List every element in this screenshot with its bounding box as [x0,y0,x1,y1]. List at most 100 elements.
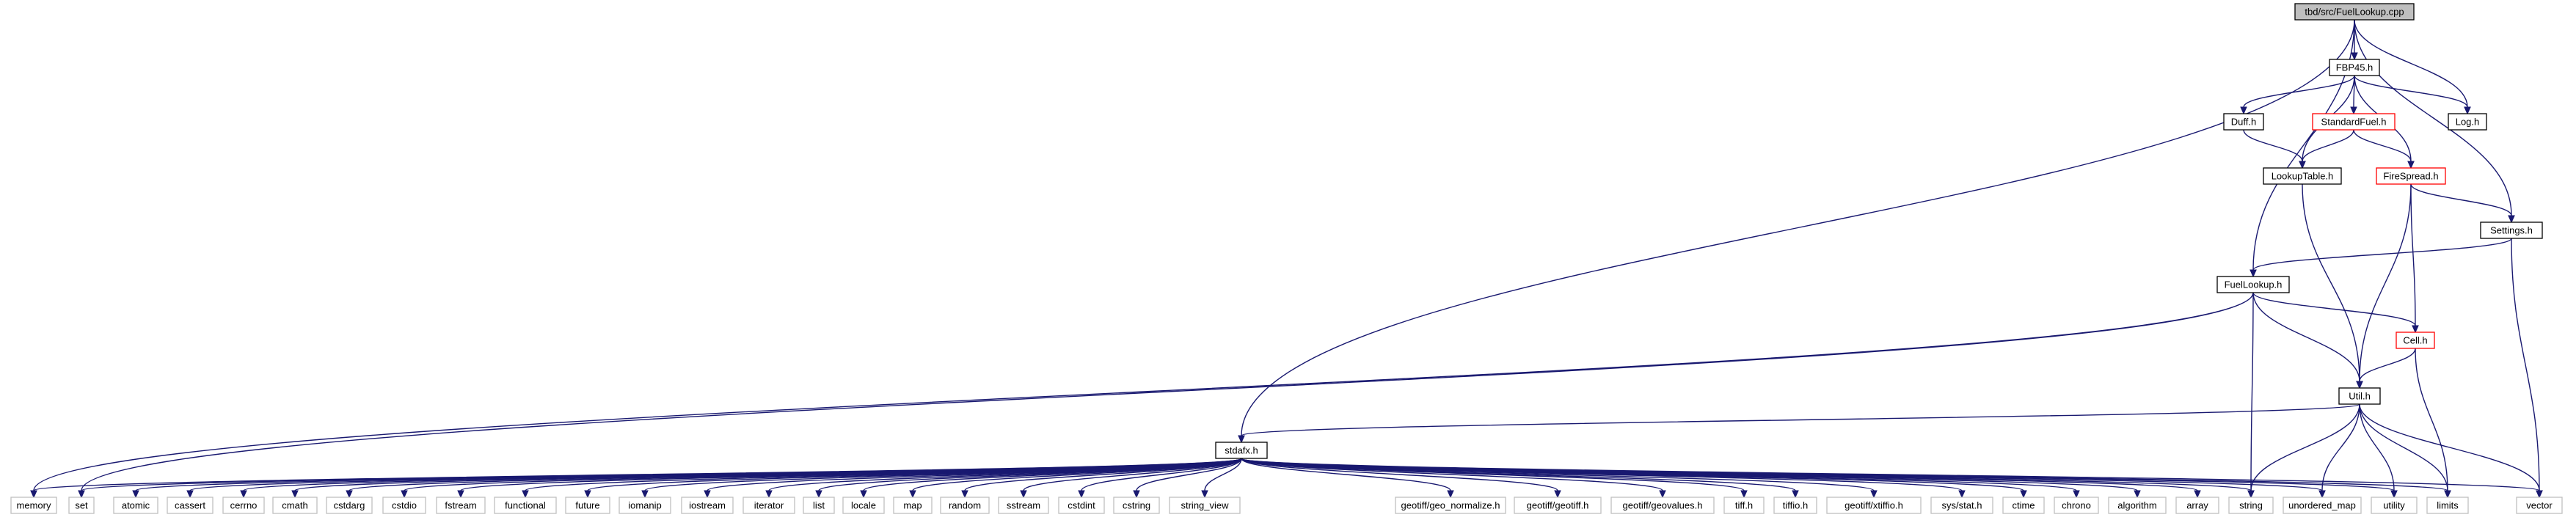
edge-stdafx-to-cstdio [404,458,1242,491]
edge-arrowhead-stdafx-to-cstdio [401,490,408,499]
edge-standardfuel-to-firespread [2353,129,2412,162]
node-list: list [803,497,835,514]
node-string: string [2228,497,2274,514]
node-box-root [2294,3,2415,21]
edge-util-to-unordered_map [2321,403,2360,491]
edge-cell-to-limits [2415,348,2448,491]
node-label-log: Log.h [2456,117,2480,128]
node-label-functional: functional [505,500,546,511]
edge-arrowhead-stdafx-to-string [2247,490,2255,499]
node-log[interactable]: Log.h [2448,113,2487,131]
edge-arrowhead-stdafx-to-xtiffio [1870,490,1878,499]
node-iomanip: iomanip [619,497,671,514]
node-label-limits: limits [2437,500,2459,511]
edge-fuellookup-to-set [81,292,2254,491]
node-fstream: fstream [436,497,486,514]
edge-arrowhead-stdafx-to-iomanip [641,490,649,499]
node-label-locale: locale [851,500,876,511]
node-label-set: set [75,500,88,511]
edge-stdafx-to-string_view [1204,458,1242,491]
node-box-iostream [681,497,734,514]
node-cstdio: cstdio [382,497,426,514]
node-box-atomic [113,497,158,514]
node-cassert: cassert [167,497,214,514]
node-label-tiff_h: tiff.h [1735,500,1753,511]
node-utility: utility [2371,497,2418,514]
node-cstdarg: cstdarg [326,497,373,514]
node-box-functional [494,497,557,514]
edge-arrowhead-root-to-fbp45 [2351,52,2358,61]
edge-arrowhead-stdafx-to-cstdarg [346,490,353,499]
edge-arrowhead-stdafx-to-cstdint [1078,490,1085,499]
node-cell[interactable]: Cell.h [2396,332,2435,349]
node-set: set [68,497,95,514]
node-string_view: string_view [1169,497,1241,514]
edge-arrowhead-stdafx-to-future [584,490,591,499]
node-fbp45[interactable]: FBP45.h [2329,59,2380,76]
node-firespread[interactable]: FireSpread.h [2376,167,2446,185]
edge-fbp45-to-log [2354,75,2468,108]
node-cstdint: cstdint [1058,497,1105,514]
node-root[interactable]: tbd/src/FuelLookup.cpp [2294,3,2415,21]
node-box-log [2448,113,2487,131]
edge-arrowhead-stdafx-to-locale [860,490,867,499]
node-label-cassert: cassert [175,500,205,511]
node-unordered_map: unordered_map [2283,497,2362,514]
edge-arrowhead-fbp45-to-duff [2240,106,2247,115]
node-map: map [893,497,933,514]
node-box-set [68,497,95,514]
edge-arrowhead-stdafx-to-memory [30,490,37,499]
edge-arrowhead-settings-to-fuellookup [2250,269,2257,278]
node-box-vector [2516,497,2563,514]
edge-arrowhead-cell-to-util [2356,381,2363,389]
node-box-cstdio [382,497,426,514]
node-box-geotiff_h [1514,497,1602,514]
node-label-string_view: string_view [1181,500,1229,511]
node-box-map [893,497,933,514]
node-box-xtiffio [1826,497,1922,514]
node-duff[interactable]: Duff.h [2223,113,2264,131]
node-cerrno: cerrno [222,497,265,514]
node-locale: locale [842,497,885,514]
edge-arrowhead-stdafx-to-algorithm [2134,490,2141,499]
node-box-fstream [436,497,486,514]
edge-arrowhead-stdafx-to-fstream [457,490,464,499]
edge-fuellookup-to-memory [33,292,2254,491]
edge-util-to-stdafx [1241,403,2360,436]
node-label-stdafx: stdafx.h [1225,445,1258,456]
node-box-cell [2396,332,2435,349]
node-box-chrono [2054,497,2099,514]
node-geo_normalize: geotiff/geo_normalize.h [1395,497,1506,514]
node-box-tiff_h [1723,497,1765,514]
node-fuellookup[interactable]: FuelLookup.h [2216,276,2290,293]
node-lookuptable[interactable]: LookupTable.h [2263,167,2342,185]
node-label-fbp45: FBP45.h [2336,62,2374,73]
node-label-firespread: FireSpread.h [2383,171,2438,182]
node-util[interactable]: Util.h [2338,387,2381,405]
edge-arrowhead-stdafx-to-tiffio_h [1792,490,1799,499]
node-label-chrono: chrono [2062,500,2091,511]
node-box-list [803,497,835,514]
node-label-random: random [949,500,981,511]
node-vector: vector [2516,497,2563,514]
node-label-vector: vector [2526,500,2553,511]
node-settings[interactable]: Settings.h [2480,221,2543,239]
edge-util-to-string [2250,403,2360,491]
edge-arrowhead-stdafx-to-atomic [132,490,139,499]
node-standardfuel[interactable]: StandardFuel.h [2312,113,2396,131]
edge-firespread-to-cell [2410,183,2416,326]
edge-stdafx-to-geo_normalize [1241,458,1451,491]
edge-settings-to-vector [2511,238,2540,491]
edge-arrowhead-stdafx-to-array [2194,490,2201,499]
node-label-settings: Settings.h [2490,225,2533,236]
edge-stdafx-to-random [964,458,1242,491]
node-label-fuellookup: FuelLookup.h [2225,279,2283,290]
node-label-xtiffio: geotiff/xtiffio.h [1845,500,1903,511]
edge-arrowhead-stdafx-to-tiff_h [1740,490,1748,499]
edge-root-to-log [2354,19,2468,108]
node-box-array [2175,497,2219,514]
node-stdafx[interactable]: stdafx.h [1215,442,1268,459]
edge-arrowhead-util-to-stdafx [1238,435,1245,444]
node-label-map: map [903,500,922,511]
node-box-iomanip [619,497,671,514]
